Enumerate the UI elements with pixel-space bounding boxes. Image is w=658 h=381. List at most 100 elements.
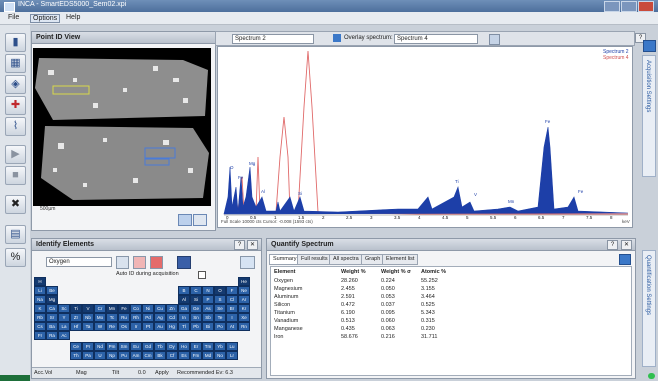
- report-icon[interactable]: ▤: [5, 225, 26, 244]
- element-cell[interactable]: Sb: [202, 313, 214, 322]
- element-cell[interactable]: Rb: [34, 313, 46, 322]
- element-cell[interactable]: Th: [70, 351, 82, 360]
- element-cell[interactable]: Ce: [70, 342, 82, 351]
- quant-close-button[interactable]: ✕: [621, 240, 632, 250]
- element-cell[interactable]: Pm: [106, 342, 118, 351]
- element-cell[interactable]: Ni: [142, 304, 154, 313]
- tilt-value[interactable]: 0.0: [138, 370, 146, 376]
- element-cell[interactable]: As: [202, 304, 214, 313]
- close-button[interactable]: [638, 1, 654, 12]
- element-cell[interactable]: Am: [130, 351, 142, 360]
- element-cell[interactable]: Ar: [238, 295, 250, 304]
- element-cell[interactable]: Ca: [46, 304, 58, 313]
- spectrum-help-button[interactable]: ?: [635, 33, 646, 43]
- element-cell[interactable]: Po: [214, 322, 226, 331]
- auto-id-button[interactable]: [177, 256, 191, 269]
- element-cell[interactable]: Sr: [46, 313, 58, 322]
- export-icon[interactable]: [619, 254, 631, 265]
- element-cell[interactable]: Er: [190, 342, 202, 351]
- element-cell[interactable]: Ga: [178, 304, 190, 313]
- element-cell[interactable]: Md: [202, 351, 214, 360]
- element-cell[interactable]: Fr: [34, 331, 46, 340]
- identify-help-button[interactable]: ?: [234, 240, 245, 250]
- element-cell[interactable]: Cf: [166, 351, 178, 360]
- tools-icon[interactable]: ✖: [5, 195, 26, 214]
- element-cell[interactable]: Ge: [190, 304, 202, 313]
- table-row[interactable]: Oxygen 28.260 0.224 55.252: [271, 278, 631, 286]
- element-cell[interactable]: Dy: [166, 342, 178, 351]
- element-cell[interactable]: Y: [58, 313, 70, 322]
- tab-full-results[interactable]: Full results: [297, 254, 332, 265]
- element-cell[interactable]: Ru: [118, 313, 130, 322]
- column-header[interactable]: Weight % σ: [381, 269, 411, 275]
- table-row[interactable]: Iron 58.676 0.216 31.711: [271, 334, 631, 342]
- element-cell[interactable]: Co: [130, 304, 142, 313]
- element-cell[interactable]: Sn: [190, 313, 202, 322]
- element-cell[interactable]: Ir: [130, 322, 142, 331]
- element-cell[interactable]: Br: [226, 304, 238, 313]
- element-cell[interactable]: V: [82, 304, 94, 313]
- element-cell[interactable]: Rh: [130, 313, 142, 322]
- element-cell[interactable]: Np: [106, 351, 118, 360]
- menu-options[interactable]: Options: [30, 14, 61, 23]
- element-cell[interactable]: Tc: [106, 313, 118, 322]
- table-row[interactable]: Manganese 0.435 0.063 0.230: [271, 326, 631, 334]
- element-cell[interactable]: He: [238, 277, 250, 286]
- element-cell[interactable]: Ra: [46, 331, 58, 340]
- element-cell[interactable]: Li: [34, 286, 46, 295]
- overlay-select[interactable]: Spectrum 4: [394, 34, 478, 44]
- chart-icon[interactable]: [240, 256, 255, 269]
- menu-help[interactable]: Help: [66, 14, 81, 21]
- element-cell[interactable]: Bi: [202, 322, 214, 331]
- add-element-icon[interactable]: [116, 256, 129, 269]
- play-icon[interactable]: ▶: [5, 145, 26, 164]
- element-cell[interactable]: Pu: [118, 351, 130, 360]
- element-cell[interactable]: Hf: [70, 322, 82, 331]
- element-cell[interactable]: Os: [118, 322, 130, 331]
- element-cell[interactable]: B: [178, 286, 190, 295]
- element-cell[interactable]: Ta: [82, 322, 94, 331]
- element-cell[interactable]: Nb: [82, 313, 94, 322]
- tab-graph[interactable]: Graph: [361, 254, 385, 265]
- element-cell[interactable]: Pb: [190, 322, 202, 331]
- element-cell[interactable]: Al: [178, 295, 190, 304]
- element-cell[interactable]: Zn: [166, 304, 178, 313]
- element-select[interactable]: Oxygen: [46, 257, 112, 267]
- element-cell[interactable]: Eu: [130, 342, 142, 351]
- table-row[interactable]: Vanadium 0.513 0.060 0.315: [271, 318, 631, 326]
- image-tool-icon[interactable]: ▦: [5, 54, 26, 73]
- element-cell[interactable]: Mn: [106, 304, 118, 313]
- spectrum-tool-icon[interactable]: ▮: [5, 33, 26, 52]
- linescan-tool-icon[interactable]: ⌇: [5, 117, 26, 136]
- element-cell[interactable]: K: [34, 304, 46, 313]
- element-cell[interactable]: Na: [34, 295, 46, 304]
- table-row[interactable]: Silicon 0.472 0.037 0.525: [271, 302, 631, 310]
- element-cell[interactable]: Cm: [142, 351, 154, 360]
- sem-image[interactable]: [33, 48, 211, 206]
- element-cell[interactable]: U: [94, 351, 106, 360]
- tab-element-list[interactable]: Element list: [382, 254, 419, 265]
- maximize-button[interactable]: [621, 1, 637, 12]
- column-header[interactable]: Atomic %: [421, 269, 447, 275]
- table-row[interactable]: Titanium 6.190 0.095 5.343: [271, 310, 631, 318]
- element-cell[interactable]: Fm: [190, 351, 202, 360]
- element-cell[interactable]: Tl: [178, 322, 190, 331]
- element-cell[interactable]: Lr: [226, 351, 238, 360]
- element-cell[interactable]: Rn: [238, 322, 250, 331]
- element-cell[interactable]: Kr: [238, 304, 250, 313]
- spectrum-options-button[interactable]: [489, 34, 500, 45]
- spectrum-chart[interactable]: Spectrum 2 Spectrum 4 Full Scale 10000 c…: [217, 46, 633, 228]
- element-cell[interactable]: Se: [214, 304, 226, 313]
- element-cell[interactable]: Pd: [142, 313, 154, 322]
- element-cell[interactable]: O: [214, 286, 226, 295]
- element-cell[interactable]: Sm: [118, 342, 130, 351]
- acquisition-settings-tab[interactable]: Acquisition Settings: [642, 55, 656, 177]
- element-cell[interactable]: Tm: [202, 342, 214, 351]
- element-cell[interactable]: Ho: [178, 342, 190, 351]
- stop-icon[interactable]: ■: [5, 166, 26, 185]
- element-cell[interactable]: P: [202, 295, 214, 304]
- element-cell[interactable]: Pr: [82, 342, 94, 351]
- identify-close-button[interactable]: ✕: [247, 240, 258, 250]
- element-cell[interactable]: Xe: [238, 313, 250, 322]
- element-cell[interactable]: Te: [214, 313, 226, 322]
